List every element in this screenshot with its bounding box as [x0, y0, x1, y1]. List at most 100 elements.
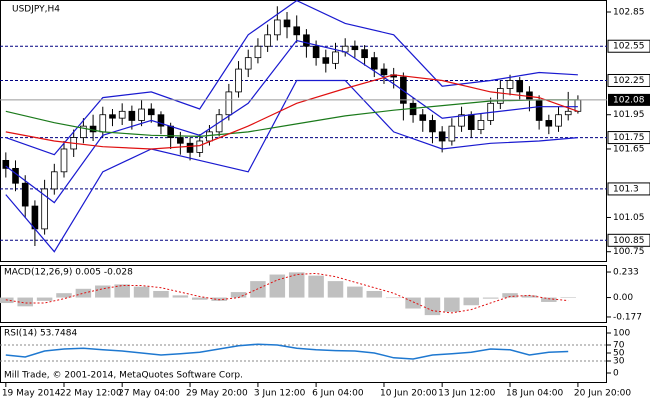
x-tick-label: 22 May 12:00 — [60, 389, 122, 399]
rsi-plot — [0, 343, 607, 362]
candle-body — [147, 108, 155, 116]
candle-body — [41, 188, 48, 230]
candle-body — [458, 114, 465, 127]
candle-body — [351, 45, 359, 51]
candle-body — [419, 114, 427, 121]
candle-body — [50, 171, 58, 190]
candle-body — [21, 182, 29, 207]
macd-bar — [250, 281, 266, 298]
indicator-line — [5, 74, 579, 150]
macd-title: MACD(12,26,9) 0.005 -0.028 — [4, 268, 133, 278]
candle-body — [31, 205, 39, 230]
level-label: 101.75 — [613, 133, 645, 143]
candle-body — [467, 114, 475, 130]
macd-bar — [560, 297, 576, 298]
x-tick-label: 19 May 2014 — [2, 389, 61, 399]
y-tick-label: 102.85 — [613, 7, 645, 17]
macd-bar — [502, 293, 518, 298]
y-tick-label: 101.05 — [613, 213, 645, 223]
macd-bar — [133, 286, 150, 298]
macd-bar — [114, 284, 130, 298]
y-tick-label: 100 — [613, 329, 630, 339]
y-tick-label: 50 — [613, 349, 625, 359]
indicator-line — [5, 0, 578, 156]
candle-body — [370, 57, 378, 70]
candle-body — [312, 45, 320, 59]
indicator-line — [5, 39, 578, 204]
macd-bar — [288, 272, 305, 298]
chart-title: USDJPY,H4 — [12, 5, 60, 15]
candle-body — [506, 80, 514, 89]
candle-body — [128, 110, 136, 121]
candle-body — [2, 159, 10, 169]
candle-body — [264, 34, 271, 47]
rsi-title: RSI(14) 53.7484 — [4, 329, 77, 339]
macd-panel-frame — [0, 265, 607, 323]
candle-body — [477, 120, 485, 130]
y-tick-label: 0.233 — [613, 268, 639, 278]
candle-body — [186, 142, 194, 153]
candle-body — [429, 120, 436, 133]
y-tick-label: 0 — [613, 369, 619, 379]
candle-body — [332, 51, 339, 64]
candle-body — [322, 57, 330, 64]
x-tick-label: 3 Jun 12:00 — [254, 389, 306, 399]
macd-signal-line — [5, 272, 569, 314]
axes: 102.55 102.25 101.75 101.3 100.85 102.85 101.9… — [2, 7, 650, 399]
macd-bar — [211, 297, 227, 301]
macd-bar — [95, 285, 111, 298]
x-tick-label: 6 Jun 04:00 — [312, 389, 364, 399]
candle-body — [157, 114, 165, 127]
candle-body — [80, 125, 87, 138]
macd-bar — [444, 297, 460, 312]
macd-bar — [482, 297, 499, 299]
main-plot — [0, 0, 607, 253]
macd-bar — [541, 297, 557, 302]
candle-body — [535, 99, 543, 121]
level-label: 102.55 — [613, 42, 645, 52]
x-tick-label: 13 Jun 12:00 — [438, 389, 495, 399]
candle-body — [235, 68, 242, 93]
level-label-box — [607, 131, 650, 145]
candle-body — [283, 19, 291, 28]
indicator-line — [5, 99, 578, 138]
candle-body — [177, 137, 184, 144]
candle-body — [60, 148, 68, 173]
candle-body — [448, 125, 456, 142]
current-price-box — [608, 93, 650, 106]
macd-bar — [463, 297, 480, 306]
level-label-box — [607, 39, 650, 53]
rsi-line — [5, 343, 569, 360]
y-tick-label: 101.95 — [613, 110, 645, 120]
candle-body — [215, 114, 223, 133]
macd-bar — [75, 288, 92, 298]
y-tick-label: 101.65 — [613, 144, 645, 154]
x-tick-label: 18 Jun 04:00 — [506, 389, 563, 399]
level-label-box — [607, 73, 650, 87]
y-tick-label: -0.177 — [613, 312, 642, 322]
macd-bar — [347, 286, 363, 298]
macd-bar — [36, 297, 53, 301]
candle-body — [206, 131, 213, 142]
main-panel-frame — [0, 0, 607, 262]
rsi-panel-frame — [0, 326, 607, 383]
candle-body — [254, 45, 262, 59]
current-price-label: 102.08 — [613, 95, 645, 105]
candle-body — [555, 114, 562, 127]
candle-body — [99, 114, 107, 133]
macd-bar — [385, 297, 402, 299]
macd-bar — [153, 290, 169, 298]
level-label-box — [607, 233, 650, 247]
candle-body — [225, 91, 233, 116]
candle-body — [118, 110, 126, 119]
macd-bar — [366, 290, 383, 298]
macd-bar — [521, 295, 538, 298]
macd-bar — [17, 297, 33, 307]
candle-body — [109, 114, 116, 119]
candle-body — [516, 80, 524, 93]
macd-bar — [172, 295, 189, 298]
macd-bar — [191, 297, 208, 300]
candle-body — [497, 88, 504, 104]
candle-body — [244, 57, 252, 70]
